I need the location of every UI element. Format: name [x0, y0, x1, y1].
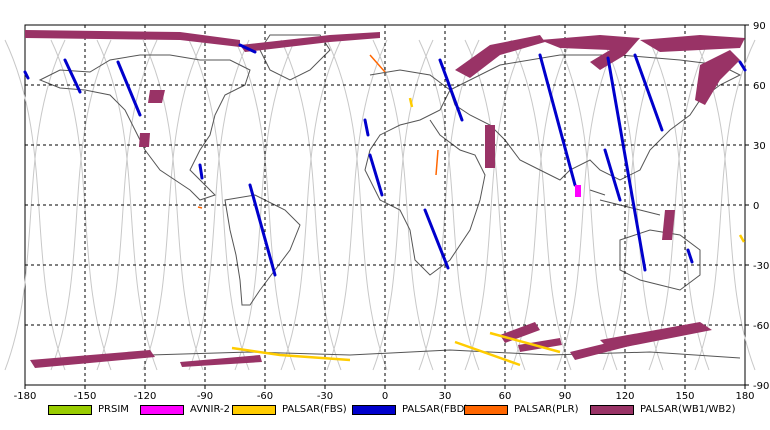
indonesia-coastline — [589, 189, 661, 216]
legend-label: PALSAR(FBD) — [402, 404, 469, 415]
legend-item: AVNIR-2 — [140, 404, 230, 415]
europe-africa-coastline — [364, 69, 486, 276]
fbs-strip — [231, 346, 351, 362]
legend-swatch — [140, 404, 184, 415]
y-tick-label: -30 — [753, 261, 769, 272]
legend: PRSIM AVNIR-2 PALSAR(FBS) PALSAR(FBD) PALSAR… — [0, 400, 770, 422]
x-tick-label: 60 — [499, 391, 512, 402]
orbit-track — [326, 39, 388, 371]
north-america-coastline — [38, 54, 251, 201]
wb-swath — [139, 133, 150, 147]
x-tick-label: 0 — [382, 391, 388, 402]
wb-swath — [455, 35, 545, 78]
y-tick-label: -60 — [753, 321, 769, 332]
fbd-strip — [368, 153, 384, 197]
fbs-strip — [489, 331, 561, 354]
fbd-strip — [423, 208, 450, 270]
fbd-strip — [606, 56, 647, 272]
orbit-track — [464, 39, 526, 371]
wb-swath — [148, 90, 165, 103]
wb-swath — [600, 322, 712, 350]
orbit-track — [188, 39, 250, 371]
legend-swatch — [48, 404, 92, 415]
fbd-strip — [633, 53, 664, 132]
avnir-patch — [575, 185, 581, 197]
fbd-strip — [438, 58, 464, 122]
acquisition-swaths — [23, 30, 747, 368]
plr-strip — [197, 206, 203, 209]
orbit-track — [326, 39, 388, 371]
legend-item: PALSAR(WB1/WB2) — [590, 404, 736, 415]
x-tick-label: 90 — [559, 391, 572, 402]
legend-label: PALSAR(FBS) — [282, 404, 347, 415]
fbd-strip — [248, 183, 277, 277]
fbd-strip — [198, 163, 204, 180]
orbit-track — [602, 39, 664, 371]
south-america-coastline — [224, 194, 301, 306]
wb-swath — [518, 338, 562, 352]
orbit-track — [602, 39, 664, 371]
fbd-strip — [116, 60, 142, 117]
wb-swath — [30, 350, 155, 368]
legend-swatch — [464, 404, 508, 415]
legend-item: PALSAR(FBS) — [232, 404, 347, 415]
wb-swath — [180, 355, 262, 367]
x-tick-label: 30 — [439, 391, 452, 402]
fbs-strip — [408, 97, 414, 108]
legend-swatch — [352, 404, 396, 415]
x-tick-label: -60 — [257, 391, 273, 402]
orbit-track — [372, 39, 434, 371]
x-tick-label: -180 — [14, 391, 37, 402]
fbd-strip — [363, 118, 370, 137]
legend-label: AVNIR-2 — [190, 404, 230, 415]
y-tick-label: 0 — [753, 201, 759, 212]
legend-item: PALSAR(PLR) — [464, 404, 578, 415]
wb-swath — [25, 30, 240, 47]
x-tick-label: -150 — [74, 391, 97, 402]
wb-swath — [695, 50, 740, 105]
x-tick-label: -120 — [134, 391, 157, 402]
fbs-strip — [454, 340, 521, 367]
fbd-strip — [238, 43, 257, 54]
y-tick-label: 60 — [753, 81, 766, 92]
wb-swath — [662, 210, 675, 240]
fbd-strip — [63, 58, 82, 94]
x-tick-label: 150 — [675, 391, 694, 402]
x-tick-label: 180 — [735, 391, 754, 402]
latitude-tick-labels: 90 60 30 0 -30 -60 -90 — [745, 21, 769, 392]
orbit-track — [464, 39, 526, 371]
wb-swath — [640, 35, 745, 52]
legend-label: PRSIM — [98, 404, 129, 415]
plr-strip — [435, 149, 439, 176]
wb-swath — [540, 35, 640, 70]
longitude-tick-labels: -180 -150 -120 -90 -60 -30 0 30 60 90 120 150 180 — [14, 385, 755, 402]
legend-item: PALSAR(FBD) — [352, 404, 468, 415]
y-tick-label: 90 — [753, 21, 766, 32]
fbd-strip — [23, 70, 30, 80]
legend-swatch — [232, 404, 276, 415]
y-tick-label: 30 — [753, 141, 766, 152]
x-tick-label: 120 — [615, 391, 634, 402]
legend-swatch — [590, 404, 634, 415]
legend-label: PALSAR(WB1/WB2) — [640, 404, 736, 415]
plr-strip — [369, 54, 386, 73]
orbit-track — [510, 39, 572, 371]
x-tick-label: -30 — [317, 391, 333, 402]
fbs-strip — [738, 234, 746, 243]
orbit-track — [234, 39, 296, 371]
orbit-track — [188, 39, 250, 371]
orbit-track — [50, 39, 112, 371]
y-tick-label: -90 — [753, 381, 769, 392]
fbd-strip — [603, 148, 622, 202]
fbd-strip — [686, 248, 694, 264]
x-tick-label: -90 — [197, 391, 213, 402]
wb-swath — [240, 32, 380, 52]
wb-swath — [485, 125, 495, 168]
legend-item: PRSIM — [48, 404, 129, 415]
fbd-strip — [538, 53, 577, 187]
fbd-strip — [738, 60, 747, 72]
legend-label: PALSAR(PLR) — [514, 404, 579, 415]
antarctica-coastline — [39, 349, 741, 361]
